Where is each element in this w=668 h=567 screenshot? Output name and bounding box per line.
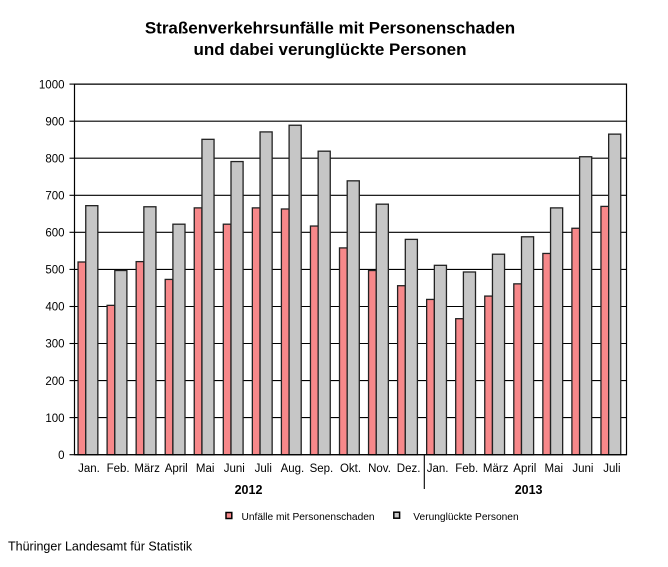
svg-text:Mai: Mai — [545, 463, 564, 475]
svg-text:Aug.: Aug. — [281, 463, 305, 475]
svg-text:Feb.: Feb. — [455, 463, 478, 475]
svg-text:Juli: Juli — [255, 463, 272, 475]
svg-text:Dez.: Dez. — [397, 463, 421, 475]
svg-text:Unfälle mit Personenschaden: Unfälle mit Personenschaden — [242, 512, 375, 523]
svg-text:Sep.: Sep. — [310, 463, 334, 475]
svg-text:Okt.: Okt. — [340, 463, 361, 475]
svg-text:März: März — [483, 463, 509, 475]
svg-text:Straßenverkehrsunfälle mit Per: Straßenverkehrsunfälle mit Personenschad… — [145, 18, 515, 37]
svg-text:April: April — [513, 463, 536, 475]
svg-text:und dabei verunglückte Persone: und dabei verunglückte Personen — [193, 40, 466, 59]
svg-text:600: 600 — [45, 228, 64, 240]
svg-text:Verunglückte Personen: Verunglückte Personen — [413, 512, 518, 523]
svg-text:300: 300 — [45, 339, 64, 351]
svg-text:Jan.: Jan. — [427, 463, 449, 475]
svg-text:April: April — [165, 463, 188, 475]
svg-text:500: 500 — [45, 265, 64, 277]
svg-text:März: März — [134, 463, 160, 475]
svg-text:700: 700 — [45, 191, 64, 203]
svg-text:2012: 2012 — [235, 483, 263, 497]
svg-text:Juli: Juli — [603, 463, 620, 475]
svg-text:Nov.: Nov. — [368, 463, 391, 475]
svg-text:Mai: Mai — [196, 463, 215, 475]
svg-text:400: 400 — [45, 302, 64, 314]
svg-text:Juni: Juni — [224, 463, 245, 475]
svg-text:Juni: Juni — [572, 463, 593, 475]
svg-text:Feb.: Feb. — [107, 463, 130, 475]
svg-text:Thüringer Landesamt für Statis: Thüringer Landesamt für Statistik — [8, 540, 193, 554]
svg-text:900: 900 — [45, 116, 64, 128]
svg-text:1000: 1000 — [39, 79, 65, 91]
svg-text:100: 100 — [45, 413, 64, 425]
svg-text:2013: 2013 — [515, 483, 543, 497]
svg-text:800: 800 — [45, 153, 64, 165]
svg-text:0: 0 — [58, 450, 64, 462]
svg-text:200: 200 — [45, 376, 64, 388]
svg-text:Jan.: Jan. — [78, 463, 100, 475]
